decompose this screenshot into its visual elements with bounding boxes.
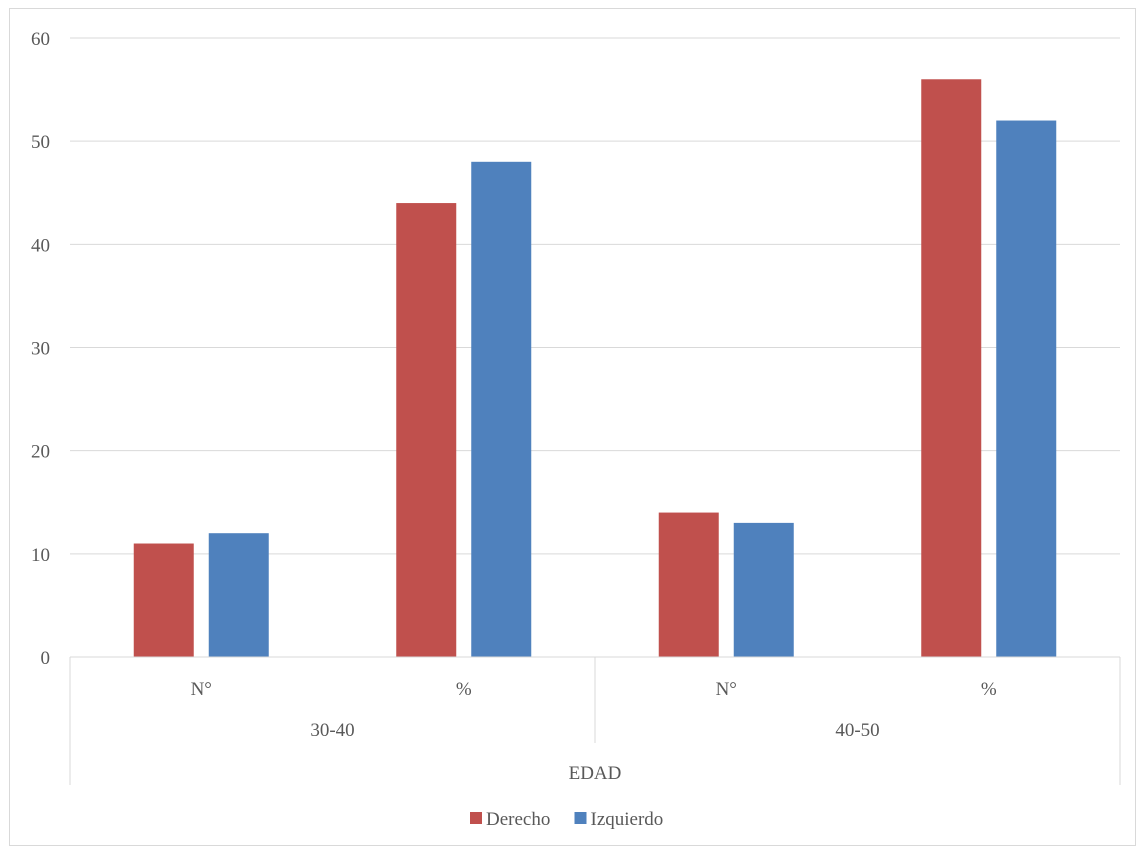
bars xyxy=(133,79,1057,658)
bar-derecho xyxy=(133,543,194,657)
x-category-label: N° xyxy=(191,679,212,700)
bar-izquierdo xyxy=(996,120,1057,658)
bar-izquierdo xyxy=(733,522,794,657)
legend-swatch-izquierdo xyxy=(574,812,587,824)
y-tick-label: 30 xyxy=(31,339,50,360)
legend: Derecho Izquierdo xyxy=(470,809,663,830)
y-tick-label: 10 xyxy=(31,545,50,566)
x-axis: N°% N° % 30-40 40-50 EDAD xyxy=(69,656,1121,785)
bar-derecho xyxy=(921,79,982,658)
y-tick-label: 0 xyxy=(41,648,51,669)
y-tick-label: 20 xyxy=(31,442,50,463)
x-group-label: 40-50 xyxy=(835,720,879,741)
bar-derecho xyxy=(658,512,719,657)
x-category-label: % xyxy=(981,679,997,700)
legend-label-derecho: Derecho xyxy=(486,809,550,830)
legend-label-izquierdo: Izquierdo xyxy=(591,809,664,830)
y-axis-ticks: 0 10 20 30 40 50 60 xyxy=(31,29,50,669)
x-category-label: % xyxy=(456,679,472,700)
bar-derecho xyxy=(396,203,457,658)
legend-swatch-derecho xyxy=(470,812,482,824)
bar-izquierdo xyxy=(471,161,532,658)
x-group-title: EDAD xyxy=(569,763,622,784)
y-tick-label: 60 xyxy=(31,29,50,50)
x-group-label: 30-40 xyxy=(310,720,354,741)
y-tick-label: 50 xyxy=(31,132,50,153)
bar-izquierdo xyxy=(208,533,269,657)
y-tick-label: 40 xyxy=(31,235,50,256)
x-category-label: N° xyxy=(716,679,737,700)
